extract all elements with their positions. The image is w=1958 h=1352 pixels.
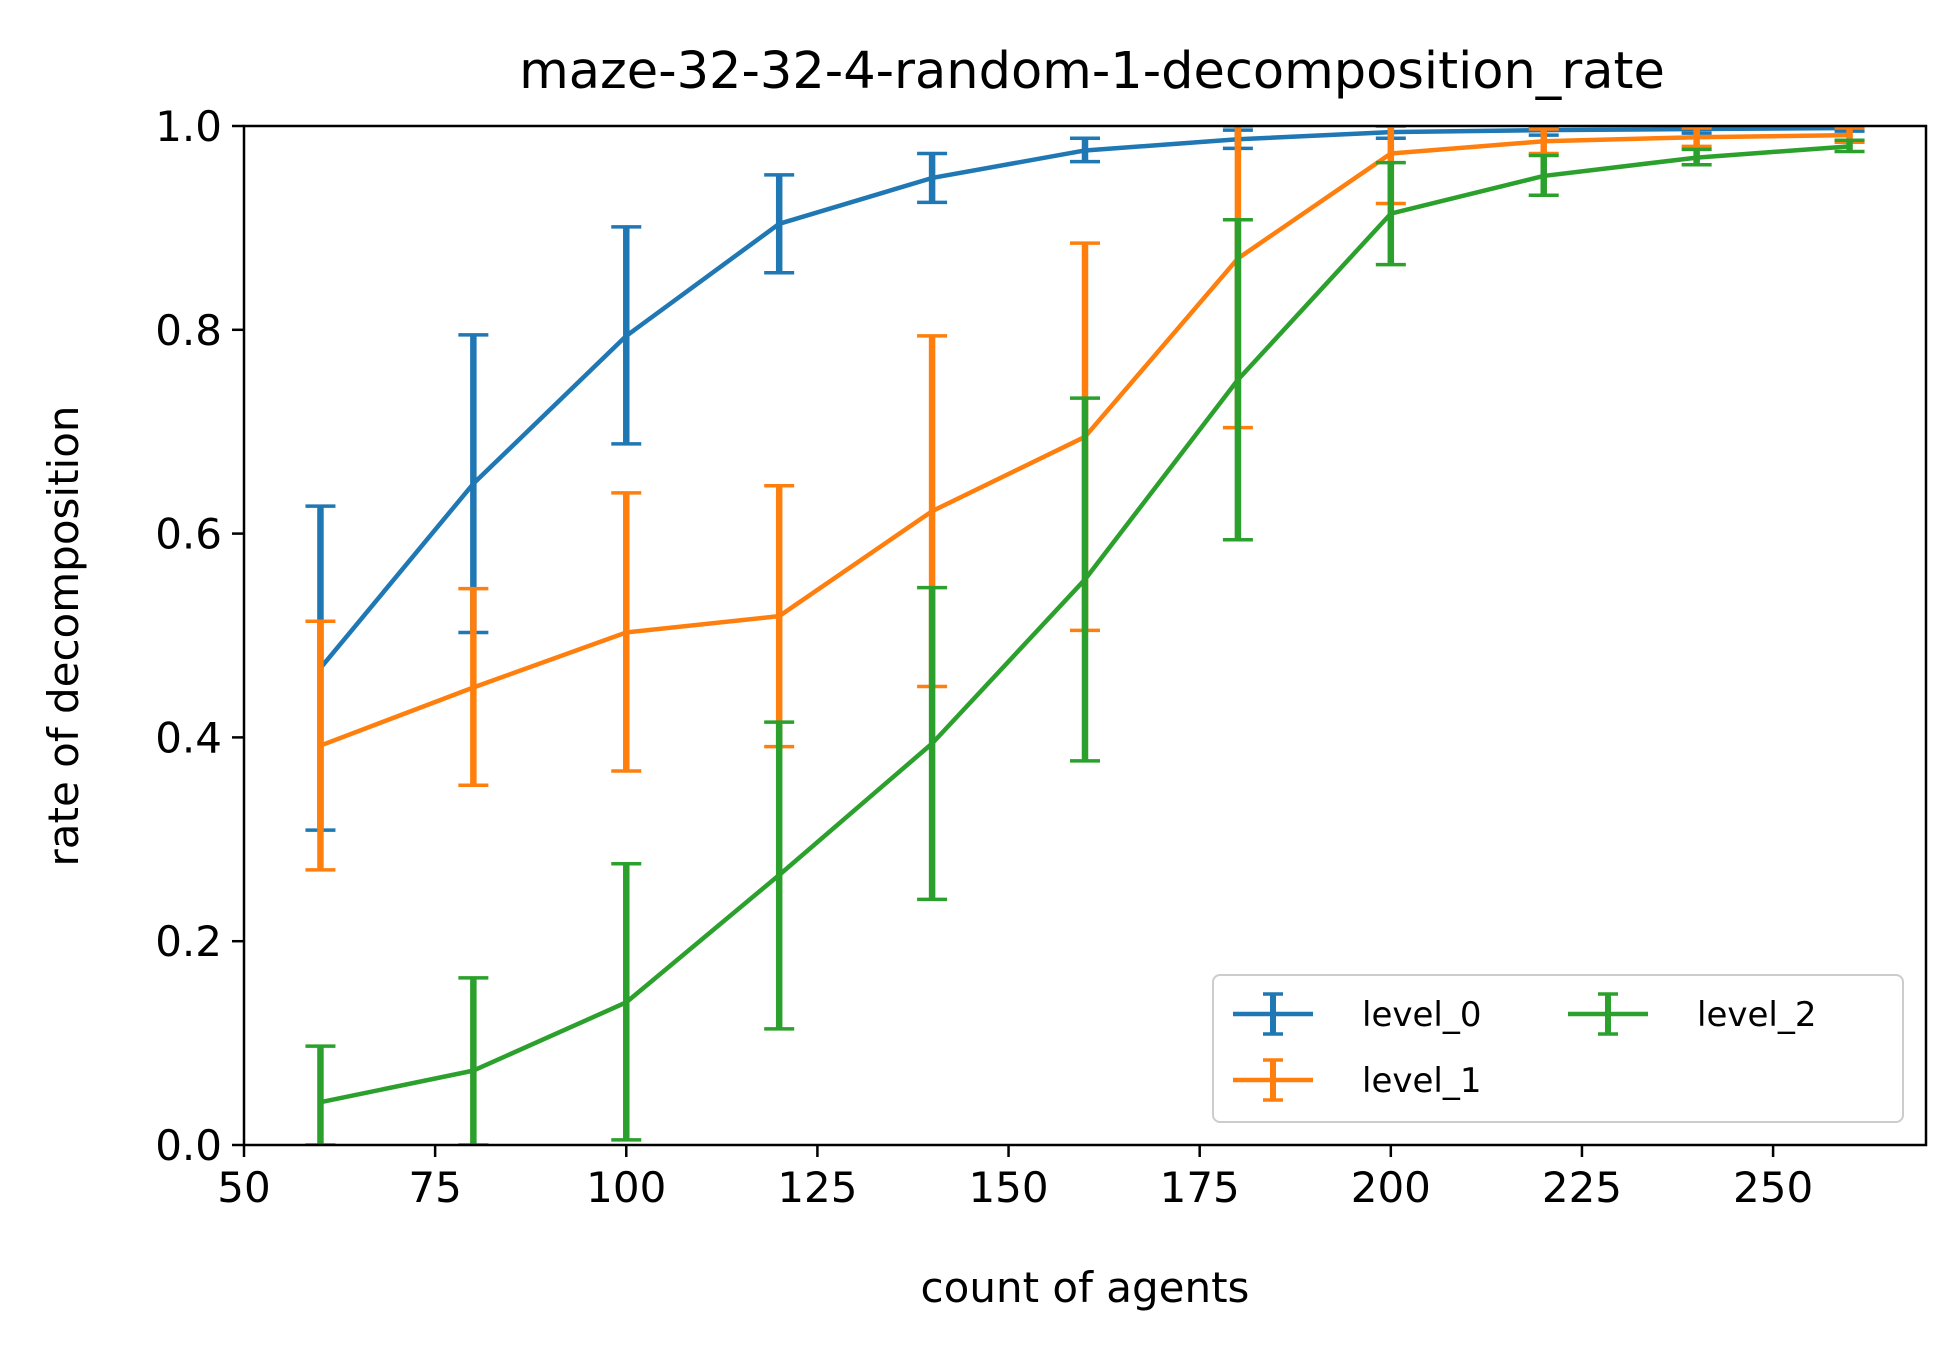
y-tick-label: 1.0 — [155, 102, 222, 151]
x-axis: 50 75 100 125 150 175 200 225 250 — [217, 1145, 1813, 1212]
legend-box — [1212, 974, 1904, 1123]
y-tick-label: 0.0 — [155, 1121, 222, 1170]
x-tick-label: 150 — [968, 1163, 1048, 1212]
legend-item-level_0: level_0 — [1233, 992, 1481, 1036]
series-group — [305, 126, 1865, 1145]
series-layer — [305, 126, 1865, 1145]
plot-frame — [242, 124, 1928, 1147]
y-axis: 0.0 0.2 0.4 0.6 0.8 1.0 — [155, 102, 244, 1170]
x-tick-label: 50 — [217, 1163, 270, 1212]
x-tick-label: 225 — [1542, 1163, 1622, 1212]
x-tick-label: 75 — [408, 1163, 461, 1212]
chart-title: maze-32-32-4-random-1-decomposition_rate — [519, 42, 1665, 101]
legend-item-level_2: level_2 — [1568, 992, 1816, 1036]
legend: level_0 level_1 level_2 — [1212, 974, 1904, 1123]
y-axis-label: rate of decomposition — [39, 405, 88, 866]
x-tick-label: 200 — [1351, 1163, 1431, 1212]
legend-item-level_1: level_1 — [1233, 1058, 1481, 1102]
series-line — [318, 126, 1850, 670]
y-tick-label: 0.8 — [155, 306, 222, 355]
x-axis-label: count of agents — [921, 1263, 1250, 1312]
series-line — [319, 144, 1850, 1105]
x-tick-label: 250 — [1733, 1163, 1813, 1212]
series-level_2 — [305, 138, 1865, 1145]
legend-label: level_0 — [1362, 995, 1481, 1035]
y-tick-label: 0.6 — [155, 510, 222, 559]
y-tick-label: 0.2 — [155, 917, 222, 966]
y-tick-label: 0.4 — [155, 713, 222, 762]
legend-items: level_0 level_1 level_2 — [1233, 992, 1816, 1102]
legend-label: level_2 — [1697, 995, 1816, 1035]
legend-label: level_1 — [1362, 1061, 1481, 1101]
x-tick-label: 125 — [777, 1163, 857, 1212]
x-tick-label: 100 — [586, 1163, 666, 1212]
x-tick-label: 175 — [1160, 1163, 1240, 1212]
